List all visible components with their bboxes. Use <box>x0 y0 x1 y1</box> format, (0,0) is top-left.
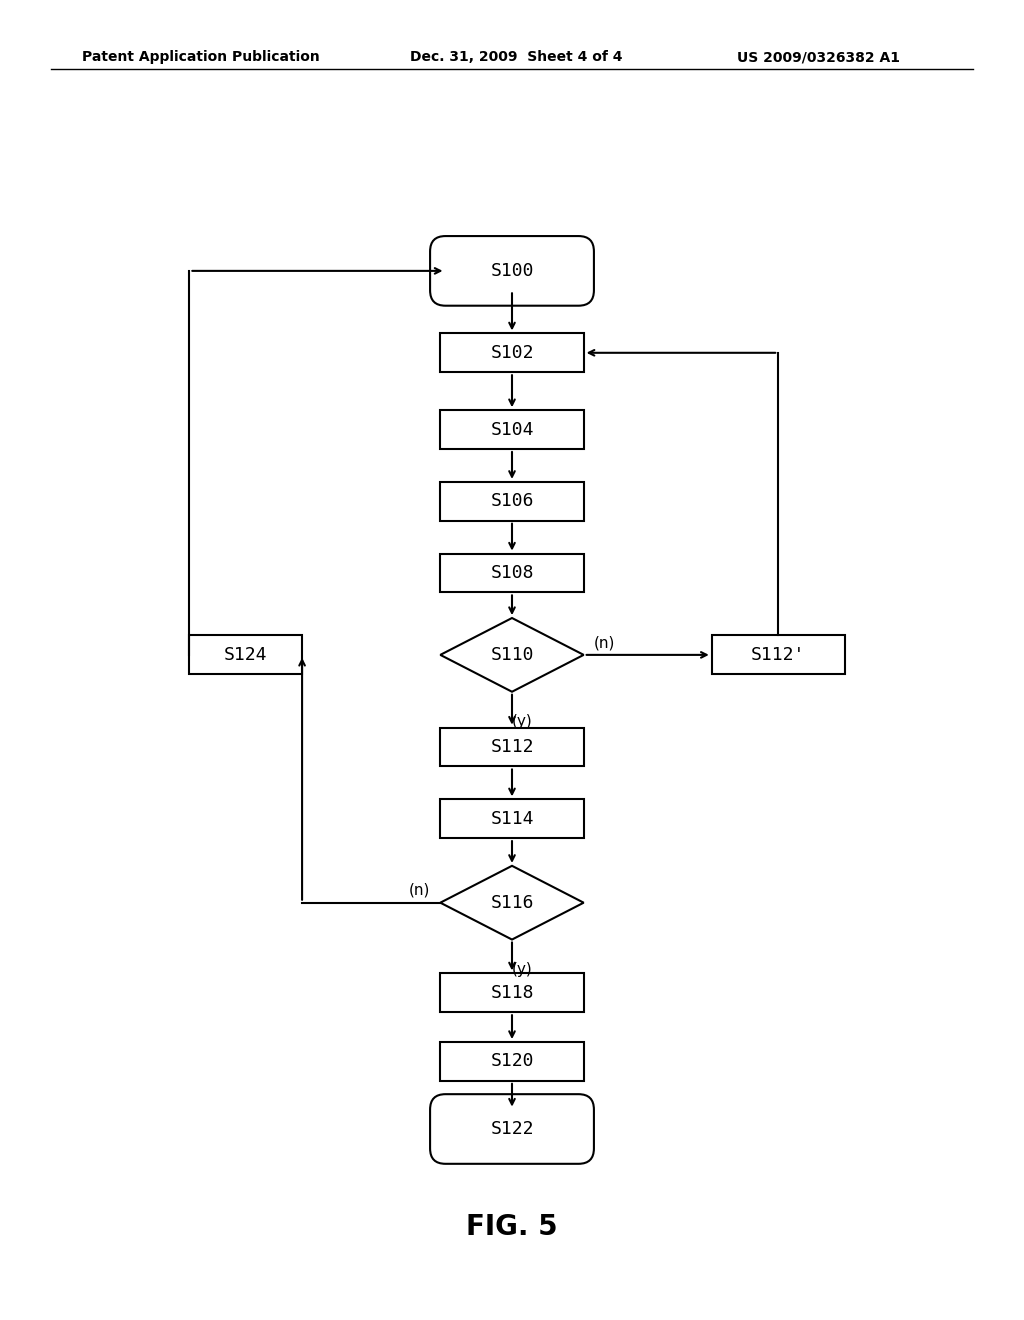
Text: S112: S112 <box>490 738 534 756</box>
Bar <box>440 553 584 593</box>
Text: FIG. 5: FIG. 5 <box>466 1213 558 1241</box>
Text: S118: S118 <box>490 983 534 1002</box>
Text: S108: S108 <box>490 564 534 582</box>
Bar <box>440 1041 584 1081</box>
Bar <box>440 334 584 372</box>
Text: S116: S116 <box>490 894 534 912</box>
Text: (n): (n) <box>594 635 615 649</box>
Text: S120: S120 <box>490 1052 534 1071</box>
Bar <box>440 411 584 449</box>
Bar <box>440 800 584 838</box>
Bar <box>189 635 302 675</box>
Text: S104: S104 <box>490 421 534 438</box>
Text: (y): (y) <box>512 962 532 977</box>
Text: (n): (n) <box>409 883 430 898</box>
Bar <box>440 482 584 520</box>
Bar <box>440 973 584 1012</box>
FancyBboxPatch shape <box>430 1094 594 1164</box>
Polygon shape <box>440 618 584 692</box>
Text: S110: S110 <box>490 645 534 664</box>
Text: S122: S122 <box>490 1119 534 1138</box>
Bar <box>440 727 584 767</box>
Text: (y): (y) <box>512 714 532 729</box>
Text: S100: S100 <box>490 261 534 280</box>
Text: US 2009/0326382 A1: US 2009/0326382 A1 <box>737 50 900 65</box>
Polygon shape <box>440 866 584 940</box>
Text: S106: S106 <box>490 492 534 511</box>
Text: S102: S102 <box>490 343 534 362</box>
FancyBboxPatch shape <box>430 236 594 306</box>
Bar <box>712 635 845 675</box>
Text: Patent Application Publication: Patent Application Publication <box>82 50 319 65</box>
Text: S124: S124 <box>224 645 267 664</box>
Text: Dec. 31, 2009  Sheet 4 of 4: Dec. 31, 2009 Sheet 4 of 4 <box>410 50 623 65</box>
Text: S114: S114 <box>490 809 534 828</box>
Text: S112': S112' <box>751 645 806 664</box>
